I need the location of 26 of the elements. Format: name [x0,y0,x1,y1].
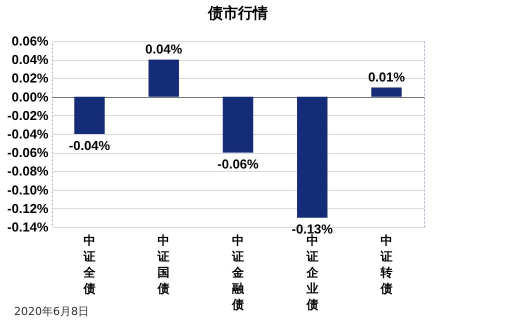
y-tick-label: -0.06% [7,145,49,160]
data-label: 0.04% [145,42,183,57]
bar [222,96,254,153]
bar [74,96,105,134]
y-tick-label: -0.10% [7,182,49,198]
x-tick-label: 中证转债 [380,234,393,296]
y-tick-label: 0.00% [12,89,49,104]
y-tick-label: 0.06% [12,34,49,48]
y-tick-label: 0.04% [12,52,49,68]
text: 2020年6月8日 [14,304,89,319]
bar [297,96,328,218]
y-tick-label: -0.04% [7,126,49,142]
chart-title: 债市行情 [207,4,268,22]
y-tick-label: -0.14% [7,220,49,234]
data-label: -0.06% [217,156,260,172]
y-tick-label: -0.02% [7,108,49,123]
x-tick-label: 中证国债 [156,234,170,296]
data-label: 0.01% [368,70,406,84]
x-tick-label: 中证全债 [82,234,96,296]
y-tick-label: -0.08% [7,164,49,179]
y-tick-label: -0.12% [7,200,49,216]
bar [371,88,402,97]
bar [148,60,179,97]
y-tick-label: 0.02% [12,70,49,86]
data-label: -0.04% [68,138,111,153]
x-tick-label: 中证金融债 [231,234,245,312]
